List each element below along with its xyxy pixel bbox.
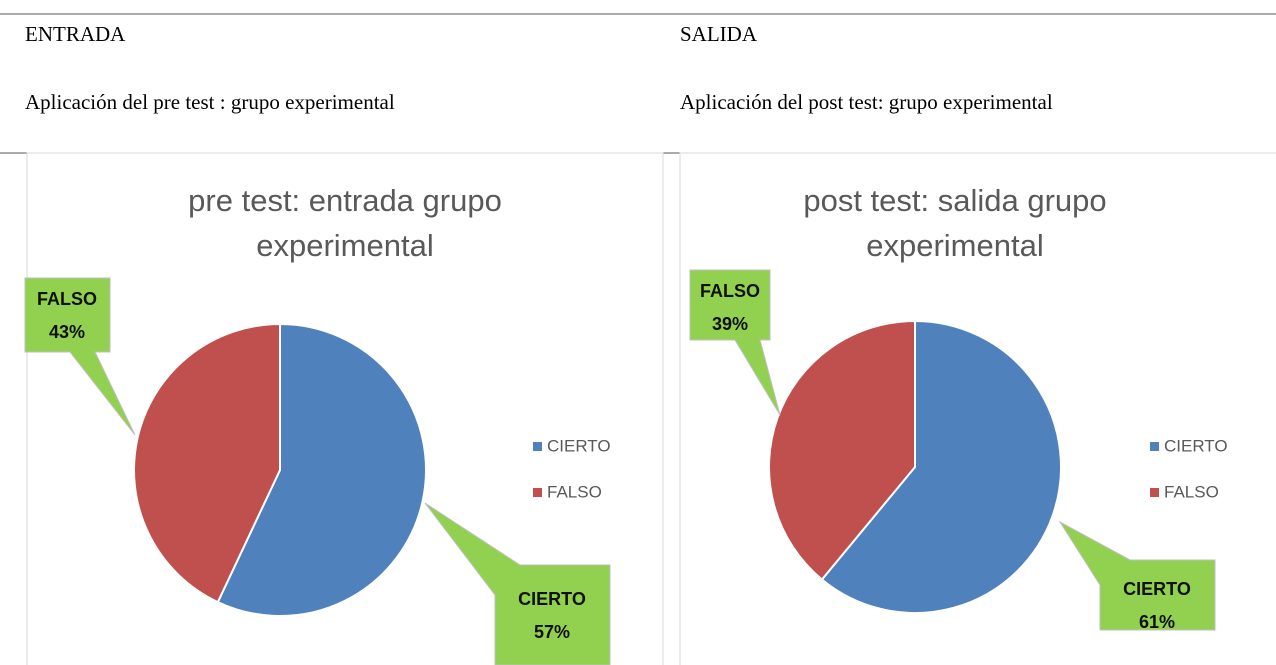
header: ENTRADA bbox=[25, 22, 126, 46]
legend-swatch bbox=[533, 488, 542, 497]
callout bbox=[424, 502, 611, 665]
legend-label: FALSO bbox=[1164, 482, 1219, 501]
callout bbox=[24, 277, 136, 436]
data-label-category: CIERTO bbox=[1123, 579, 1191, 599]
chart-frame bbox=[679, 152, 1276, 665]
chart-title: post test: salida grupo experimental bbox=[803, 183, 1107, 263]
callout bbox=[689, 269, 781, 416]
legend-label: FALSO bbox=[547, 482, 602, 501]
data-label-category: FALSO bbox=[700, 281, 760, 301]
data-label-value: 61% bbox=[1139, 612, 1175, 632]
legend-label: CIERTO bbox=[547, 436, 611, 455]
pie-slice bbox=[133, 322, 281, 604]
data-label-value: 39% bbox=[712, 314, 748, 334]
chart-title: pre test: entrada grupo experimental bbox=[188, 183, 502, 263]
header: SALIDA bbox=[680, 22, 757, 46]
pie-slice bbox=[820, 319, 1062, 614]
data-label-value: 57% bbox=[534, 622, 570, 642]
legend-swatch bbox=[533, 442, 542, 451]
subheader: Aplicación del pre test : grupo experime… bbox=[25, 90, 395, 114]
subheader: Aplicación del post test: grupo experime… bbox=[680, 90, 1053, 114]
legend-swatch bbox=[1150, 488, 1159, 497]
pie-slice bbox=[216, 322, 427, 617]
pie-slice bbox=[768, 319, 916, 581]
legend-swatch bbox=[1150, 442, 1159, 451]
chart-frame bbox=[26, 152, 664, 665]
legend-label: CIERTO bbox=[1164, 436, 1228, 455]
callout bbox=[1058, 520, 1216, 631]
data-label-category: CIERTO bbox=[518, 589, 586, 609]
data-label-category: FALSO bbox=[37, 289, 97, 309]
data-label-value: 43% bbox=[49, 322, 85, 342]
